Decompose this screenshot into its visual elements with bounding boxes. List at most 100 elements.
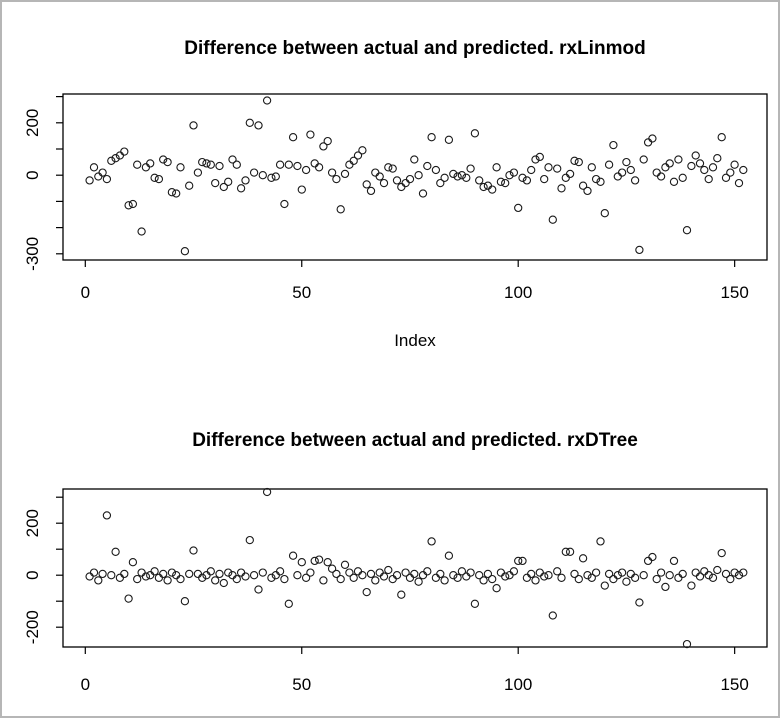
data-point (319, 576, 328, 585)
data-point (215, 569, 224, 579)
data-point (700, 165, 709, 175)
data-point (414, 171, 423, 180)
data-point (167, 568, 177, 577)
data-point (262, 487, 272, 497)
data-point (405, 174, 415, 184)
data-point (224, 568, 233, 577)
data-point (449, 571, 458, 580)
plot1-rxlinmod: 0 50 100 150 200 0 -300 (23, 93, 768, 302)
data-point (215, 161, 224, 171)
data-point (176, 574, 185, 584)
data-point (652, 574, 661, 584)
data-point (180, 597, 190, 606)
data-point (462, 572, 471, 581)
data-point (553, 164, 562, 173)
data-point (228, 155, 237, 164)
data-point (453, 172, 462, 181)
data-point (211, 576, 220, 585)
data-point (583, 571, 592, 580)
data-point (535, 568, 544, 577)
data-point (726, 168, 735, 177)
data-point (358, 146, 367, 155)
data-point (527, 569, 536, 579)
data-point (622, 157, 631, 167)
data-point (202, 159, 211, 168)
data-point (708, 163, 718, 172)
data-point (431, 165, 441, 175)
data-point (327, 168, 337, 177)
data-point (457, 567, 467, 576)
data-point (353, 151, 363, 160)
data-point (275, 567, 285, 576)
data-point (323, 558, 332, 567)
data-point (548, 215, 557, 224)
data-point (185, 569, 194, 579)
x-tick-label: 150 (720, 675, 748, 694)
data-point (522, 573, 532, 582)
data-point (297, 558, 306, 567)
data-point (405, 573, 415, 582)
data-point (146, 571, 155, 580)
data-point (591, 568, 601, 577)
data-point (444, 551, 454, 560)
data-point (427, 537, 436, 546)
data-point (332, 569, 341, 579)
data-point (544, 571, 553, 580)
data-point (301, 573, 311, 582)
data-point (453, 573, 462, 582)
data-point (94, 576, 103, 585)
data-point (540, 174, 549, 184)
data-point (340, 169, 350, 179)
data-point (643, 556, 653, 566)
data-point (496, 568, 506, 577)
data-point (85, 572, 94, 581)
data-point (275, 160, 285, 169)
data-point (388, 164, 397, 173)
data-point (310, 159, 319, 168)
data-point (340, 560, 350, 569)
data-point (704, 571, 713, 580)
data-point (570, 156, 579, 165)
data-point (98, 168, 107, 177)
data-point (172, 189, 181, 198)
data-point (462, 173, 471, 182)
data-point (146, 159, 155, 168)
data-point (587, 573, 596, 582)
data-point (540, 572, 549, 581)
data-point (730, 568, 739, 577)
x-tick-label: 50 (292, 675, 311, 694)
data-point (163, 576, 172, 585)
data-point (678, 569, 687, 579)
data-point (232, 574, 241, 584)
data-point (280, 199, 289, 209)
data-point (189, 121, 198, 130)
data-point (488, 185, 497, 194)
data-point (604, 160, 614, 169)
data-point (674, 573, 683, 582)
data-point (643, 138, 653, 147)
data-point (739, 568, 748, 577)
data-point (107, 571, 116, 580)
data-point (470, 599, 480, 608)
data-point (85, 176, 94, 185)
data-point (245, 535, 254, 545)
y-tick-label: 0 (23, 570, 42, 579)
data-point (336, 574, 345, 584)
data-point (436, 569, 445, 579)
data-point (267, 573, 276, 582)
data-point (475, 571, 484, 580)
data-point (479, 576, 488, 585)
data-point (297, 185, 306, 194)
data-point (518, 173, 527, 182)
data-point (713, 565, 722, 575)
data-point (587, 163, 596, 172)
data-point (128, 199, 138, 209)
data-point (280, 574, 289, 584)
data-point (371, 168, 380, 177)
data-point (323, 136, 332, 146)
data-point (418, 571, 428, 580)
data-point (345, 568, 354, 577)
data-point (730, 160, 739, 169)
data-point (245, 118, 254, 127)
data-point (578, 181, 588, 190)
